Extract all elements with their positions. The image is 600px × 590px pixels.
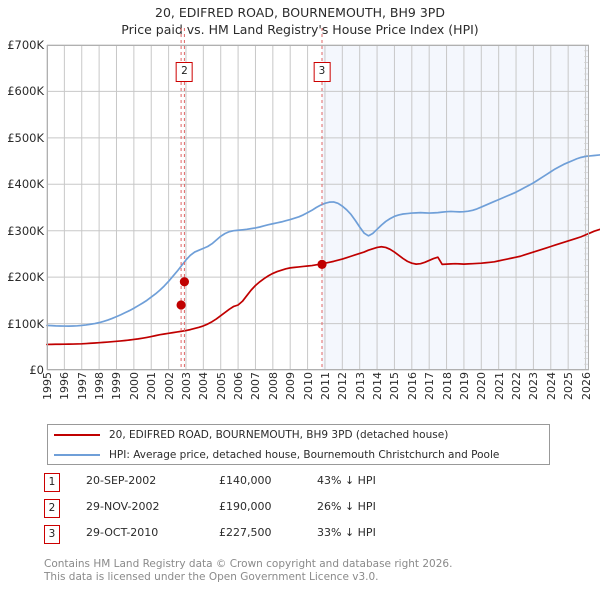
transaction-index-badge: 1	[44, 473, 60, 492]
legend-swatch-hpi	[54, 454, 100, 456]
table-row[interactable]: 3 29-OCT-2010 £227,500 33% ↓ HPI	[44, 525, 464, 551]
y-axis-tick-1: £100K	[7, 316, 44, 331]
transaction-hpi-delta: 43% ↓ HPI	[317, 474, 376, 487]
x-axis-tick-2024: 2024	[544, 372, 558, 400]
x-axis-tick-1999: 1999	[110, 372, 124, 400]
x-axis-tick-2026: 2026	[579, 372, 593, 400]
x-axis-tick-2021: 2021	[492, 372, 506, 400]
x-axis-tick-2000: 2000	[127, 372, 141, 400]
y-axis-tick-6: £600K	[7, 84, 44, 99]
x-axis-tick-2018: 2018	[440, 372, 454, 400]
footer-line-2: This data is licensed under the Open Gov…	[44, 571, 379, 583]
legend-swatch-property	[54, 434, 100, 436]
transaction-hpi-delta: 26% ↓ HPI	[317, 500, 376, 513]
x-axis-tick-2003: 2003	[179, 372, 193, 400]
legend-row-hpi: HPI: Average price, detached house, Bour…	[48, 445, 549, 465]
x-axis-tick-2002: 2002	[162, 372, 176, 400]
y-axis-tick-7: £700K	[7, 38, 44, 52]
page-title: 20, EDIFRED ROAD, BOURNEMOUTH, BH9 3PD	[155, 5, 445, 20]
footer-attribution: Contains HM Land Registry data © Crown c…	[44, 558, 564, 584]
transaction-date: 29-OCT-2010	[86, 526, 159, 539]
x-axis-tick-2011: 2011	[318, 372, 332, 400]
table-row[interactable]: 1 20-SEP-2002 £140,000 43% ↓ HPI	[44, 473, 464, 499]
transaction-flag-3[interactable]: 3	[313, 62, 331, 82]
x-axis-tick-2013: 2013	[353, 372, 367, 400]
x-axis-tick-2007: 2007	[249, 372, 263, 400]
y-axis-tick-3: £300K	[7, 223, 44, 238]
x-axis-tick-2014: 2014	[371, 372, 385, 400]
transaction-flag-2[interactable]: 2	[176, 62, 193, 82]
transaction-date: 29-NOV-2002	[86, 500, 160, 513]
x-axis-tick-2025: 2025	[562, 372, 576, 400]
x-axis-tick-2022: 2022	[510, 372, 524, 400]
footer-line-1: Contains HM Land Registry data © Crown c…	[44, 558, 453, 570]
transactions-table: 1 20-SEP-2002 £140,000 43% ↓ HPI 2 29-NOV-200…	[44, 473, 464, 551]
y-axis-tick-4: £400K	[7, 177, 44, 192]
x-axis-tick-2008: 2008	[266, 372, 280, 400]
x-axis-tick-2019: 2019	[457, 372, 471, 400]
transaction-price: £227,500	[219, 526, 272, 539]
transaction-index-badge: 2	[44, 499, 60, 518]
legend-label-hpi: HPI: Average price, detached house, Bour…	[109, 449, 500, 461]
x-axis-tick-1995: 1995	[41, 372, 54, 400]
x-axis-tick-2016: 2016	[405, 372, 419, 400]
y-axis-labels: £0 £100K £200K £300K £400K £500K £600K £700K	[0, 38, 47, 377]
y-axis-tick-0: £0	[29, 363, 44, 377]
transaction-price: £190,000	[219, 500, 272, 513]
x-axis-tick-2023: 2023	[527, 372, 541, 400]
page-subtitle: Price paid vs. HM Land Registry's House …	[121, 22, 479, 37]
transaction-date: 20-SEP-2002	[86, 474, 157, 487]
x-axis-tick-2009: 2009	[284, 372, 298, 400]
x-axis-tick-2004: 2004	[197, 372, 211, 400]
x-axis-labels: 1995 1996 1997 1998 1999 2000 2001 2002 2003 2004…	[41, 372, 593, 420]
x-axis-tick-2006: 2006	[232, 372, 246, 400]
x-axis-tick-1998: 1998	[93, 372, 107, 400]
x-axis-tick-1996: 1996	[58, 372, 72, 400]
x-axis-tick-2005: 2005	[214, 372, 228, 400]
transaction-hpi-delta: 33% ↓ HPI	[317, 526, 376, 539]
x-axis-tick-2010: 2010	[301, 372, 315, 400]
plot-area	[46, 28, 600, 371]
shaded-period-region	[321, 45, 589, 370]
x-axis-tick-2015: 2015	[388, 372, 402, 400]
y-axis-tick-5: £500K	[7, 130, 44, 145]
grid-lines	[46, 44, 589, 371]
legend-label-property: 20, EDIFRED ROAD, BOURNEMOUTH, BH9 3PD (…	[109, 429, 449, 441]
x-axis-tick-2017: 2017	[423, 372, 437, 400]
y-axis-tick-2: £200K	[7, 270, 44, 285]
chart-title-block: 20, EDIFRED ROAD, BOURNEMOUTH, BH9 3PD P…	[0, 0, 600, 38]
legend-row-property: 20, EDIFRED ROAD, BOURNEMOUTH, BH9 3PD (…	[48, 425, 549, 445]
x-axis-tick-1997: 1997	[75, 372, 89, 400]
transaction-price: £140,000	[219, 474, 272, 487]
x-axis-tick-2001: 2001	[145, 372, 159, 400]
x-axis-tick-2012: 2012	[336, 372, 350, 400]
table-row[interactable]: 2 29-NOV-2002 £190,000 26% ↓ HPI	[44, 499, 464, 525]
x-axis-tick-2020: 2020	[475, 372, 489, 400]
series-lines	[46, 28, 600, 370]
transaction-index-badge: 3	[44, 525, 60, 544]
chart-legend: 20, EDIFRED ROAD, BOURNEMOUTH, BH9 3PD (…	[47, 424, 550, 465]
